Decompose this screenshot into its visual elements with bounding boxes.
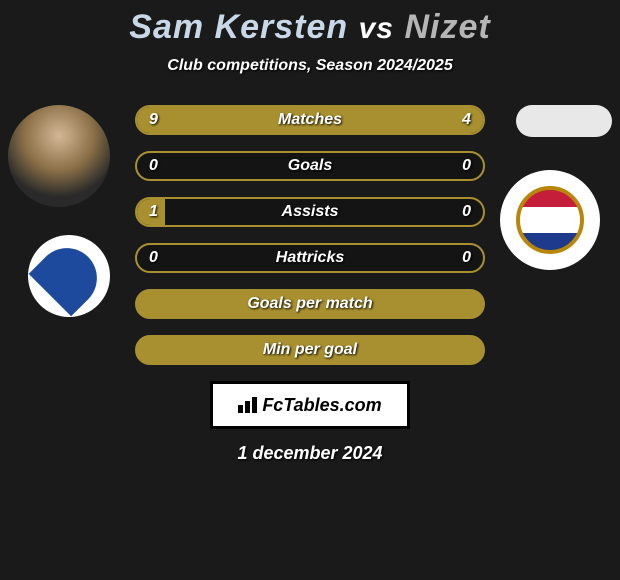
footer-date: 1 december 2024 xyxy=(0,443,620,464)
team1-logo xyxy=(28,235,110,317)
stat-label: Goals xyxy=(288,157,332,175)
stat-row: 0 0 Hattricks xyxy=(135,243,485,273)
value-right: 4 xyxy=(462,111,471,129)
stat-row: 0 0 Goals xyxy=(135,151,485,181)
value-right: 0 xyxy=(462,203,471,221)
player1-avatar xyxy=(8,105,110,207)
team2-logo xyxy=(500,170,600,270)
player2-name: Nizet xyxy=(404,8,490,46)
player1-name: Sam Kersten xyxy=(129,8,348,46)
vs-text: vs xyxy=(359,12,394,45)
heerenveen-icon xyxy=(29,236,110,317)
willem-icon xyxy=(516,186,584,254)
value-left: 0 xyxy=(149,157,158,175)
comparison-title: Sam Kersten vs Nizet xyxy=(0,0,620,47)
stat-label: Goals per match xyxy=(247,295,372,313)
stat-row: 1 0 Assists xyxy=(135,197,485,227)
stat-label: Assists xyxy=(282,203,339,221)
player2-avatar xyxy=(516,105,612,137)
value-right: 0 xyxy=(462,157,471,175)
chart-icon xyxy=(238,397,258,413)
stat-row: 9 4 Matches xyxy=(135,105,485,135)
site-badge: FcTables.com xyxy=(210,381,410,429)
value-left: 0 xyxy=(149,249,158,267)
subtitle: Club competitions, Season 2024/2025 xyxy=(0,57,620,75)
value-left: 9 xyxy=(149,111,158,129)
stat-row-empty: Min per goal xyxy=(135,335,485,365)
value-right: 0 xyxy=(462,249,471,267)
value-left: 1 xyxy=(149,203,158,221)
site-name: FcTables.com xyxy=(262,395,381,416)
stat-label: Min per goal xyxy=(263,341,357,359)
stat-row-empty: Goals per match xyxy=(135,289,485,319)
stat-label: Hattricks xyxy=(276,249,344,267)
stat-rows: 9 4 Matches 0 0 Goals 1 0 Assists 0 0 Hattricks Goal… xyxy=(135,105,485,365)
stat-label: Matches xyxy=(278,111,342,129)
stats-area: 9 4 Matches 0 0 Goals 1 0 Assists 0 0 Hattricks Goal… xyxy=(0,105,620,365)
